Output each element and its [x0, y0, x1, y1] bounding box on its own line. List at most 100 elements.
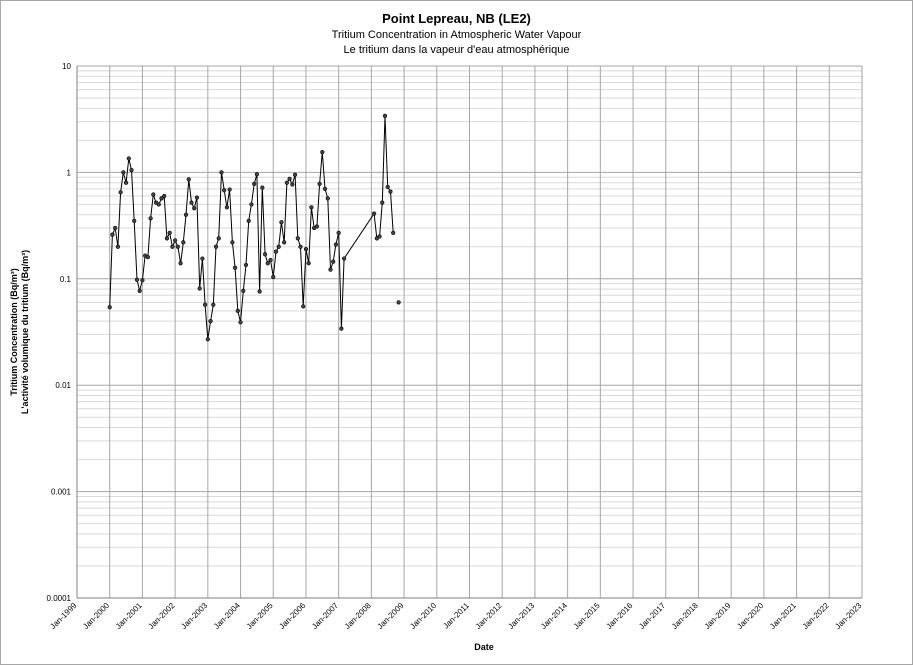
data-point	[391, 230, 396, 236]
data-point	[123, 180, 129, 185]
data-point	[145, 254, 150, 260]
data-point	[314, 224, 319, 229]
data-point	[219, 170, 224, 175]
data-point	[134, 277, 140, 282]
data-point	[205, 337, 210, 342]
x-tick-label: Jan-2013	[506, 601, 536, 631]
x-tick-label: Jan-2000	[81, 601, 111, 631]
data-point	[110, 232, 115, 237]
data-point	[107, 305, 112, 310]
data-point	[342, 256, 347, 261]
data-point	[132, 218, 137, 224]
data-point	[238, 320, 243, 325]
data-point	[254, 172, 259, 177]
data-point	[232, 265, 238, 270]
x-tick-label: Jan-2001	[114, 601, 144, 631]
x-tick-label: Jan-2019	[703, 601, 733, 631]
x-tick-label: Jan-2008	[343, 601, 373, 631]
data-point	[325, 196, 330, 201]
data-point	[262, 252, 268, 257]
data-point	[126, 156, 131, 161]
data-point	[159, 196, 164, 201]
data-point	[388, 189, 393, 194]
data-point	[186, 177, 191, 182]
data-point	[396, 300, 401, 305]
data-point	[328, 267, 333, 272]
x-tick-label: Jan-2004	[212, 601, 242, 631]
data-point	[317, 181, 322, 186]
data-point	[292, 172, 298, 177]
data-point	[175, 244, 180, 249]
data-point	[203, 302, 208, 307]
x-tick-label: Jan-2021	[768, 601, 798, 631]
data-point	[268, 257, 273, 263]
x-tick-label: Jan-2011	[441, 601, 471, 631]
x-tick-label: Jan-2014	[539, 601, 569, 631]
data-point	[241, 288, 246, 293]
y-axis-label: Tritium Concentration (Bq/m³) L'activité…	[9, 250, 31, 414]
data-point	[320, 150, 325, 155]
x-tick-label: Jan-2007	[310, 601, 340, 631]
data-point	[208, 319, 213, 324]
data-point	[290, 182, 295, 187]
data-point	[192, 206, 197, 211]
data-point	[167, 230, 172, 236]
data-point	[322, 186, 328, 191]
data-point	[140, 278, 145, 283]
chart-title: Point Lepreau, NB (LE2)	[382, 11, 531, 26]
x-tick-label: Jan-2012	[474, 601, 504, 631]
data-point	[301, 304, 306, 309]
data-point	[265, 261, 270, 266]
x-tick-label: Jan-2017	[637, 601, 667, 631]
data-point	[148, 216, 153, 221]
data-point	[249, 202, 254, 207]
data-point	[129, 168, 134, 173]
data-point	[194, 195, 200, 200]
data-point	[235, 308, 240, 313]
data-point	[276, 244, 281, 249]
data-point	[183, 212, 189, 217]
data-point	[115, 244, 120, 249]
data-point	[216, 236, 221, 241]
x-tick-label: Jan-1999	[48, 601, 78, 631]
x-tick-label: Jan-2005	[245, 601, 275, 631]
data-point	[377, 234, 382, 239]
y-axis-label-fr: L'activité volumique du tritium (Bq/m³)	[20, 249, 30, 415]
x-tick-label: Jan-2022	[801, 601, 831, 631]
data-point	[298, 244, 303, 249]
chart-subtitle-en: Tritium Concentration in Atmospheric Wat…	[331, 29, 582, 41]
data-point	[309, 205, 314, 210]
data-point	[380, 200, 385, 205]
data-point	[339, 326, 344, 331]
data-point	[170, 244, 175, 249]
data-point	[271, 274, 276, 280]
data-point	[230, 240, 235, 245]
x-tick-label: Jan-2002	[147, 601, 177, 631]
data-point	[181, 240, 186, 245]
data-point	[137, 288, 142, 293]
data-point	[197, 286, 202, 291]
y-axis-label-en: Tritium Concentration (Bq/m³)	[9, 268, 19, 396]
chart-subtitle-fr: Le tritium dans la vapeur d'eau atmosphé…	[343, 44, 570, 56]
x-tick-label: Jan-2010	[408, 601, 438, 631]
x-tick-label: Jan-2018	[670, 601, 700, 631]
x-tick-label: Jan-2015	[572, 601, 602, 631]
data-point	[151, 192, 156, 197]
data-point	[213, 244, 219, 249]
data-point	[284, 180, 289, 185]
data-point	[246, 218, 251, 224]
data-point	[306, 261, 311, 266]
data-point	[279, 220, 284, 225]
data-point	[162, 193, 167, 199]
data-point	[200, 256, 205, 261]
data-point	[333, 242, 339, 247]
data-point	[303, 247, 309, 252]
data-point	[189, 200, 194, 205]
y-tick-label: 0.001	[51, 488, 72, 497]
x-tick-label: Jan-2016	[605, 601, 635, 631]
data-point	[178, 261, 183, 266]
x-tick-label: Jan-2023	[833, 601, 863, 631]
x-tick-label: Jan-2009	[376, 601, 406, 631]
